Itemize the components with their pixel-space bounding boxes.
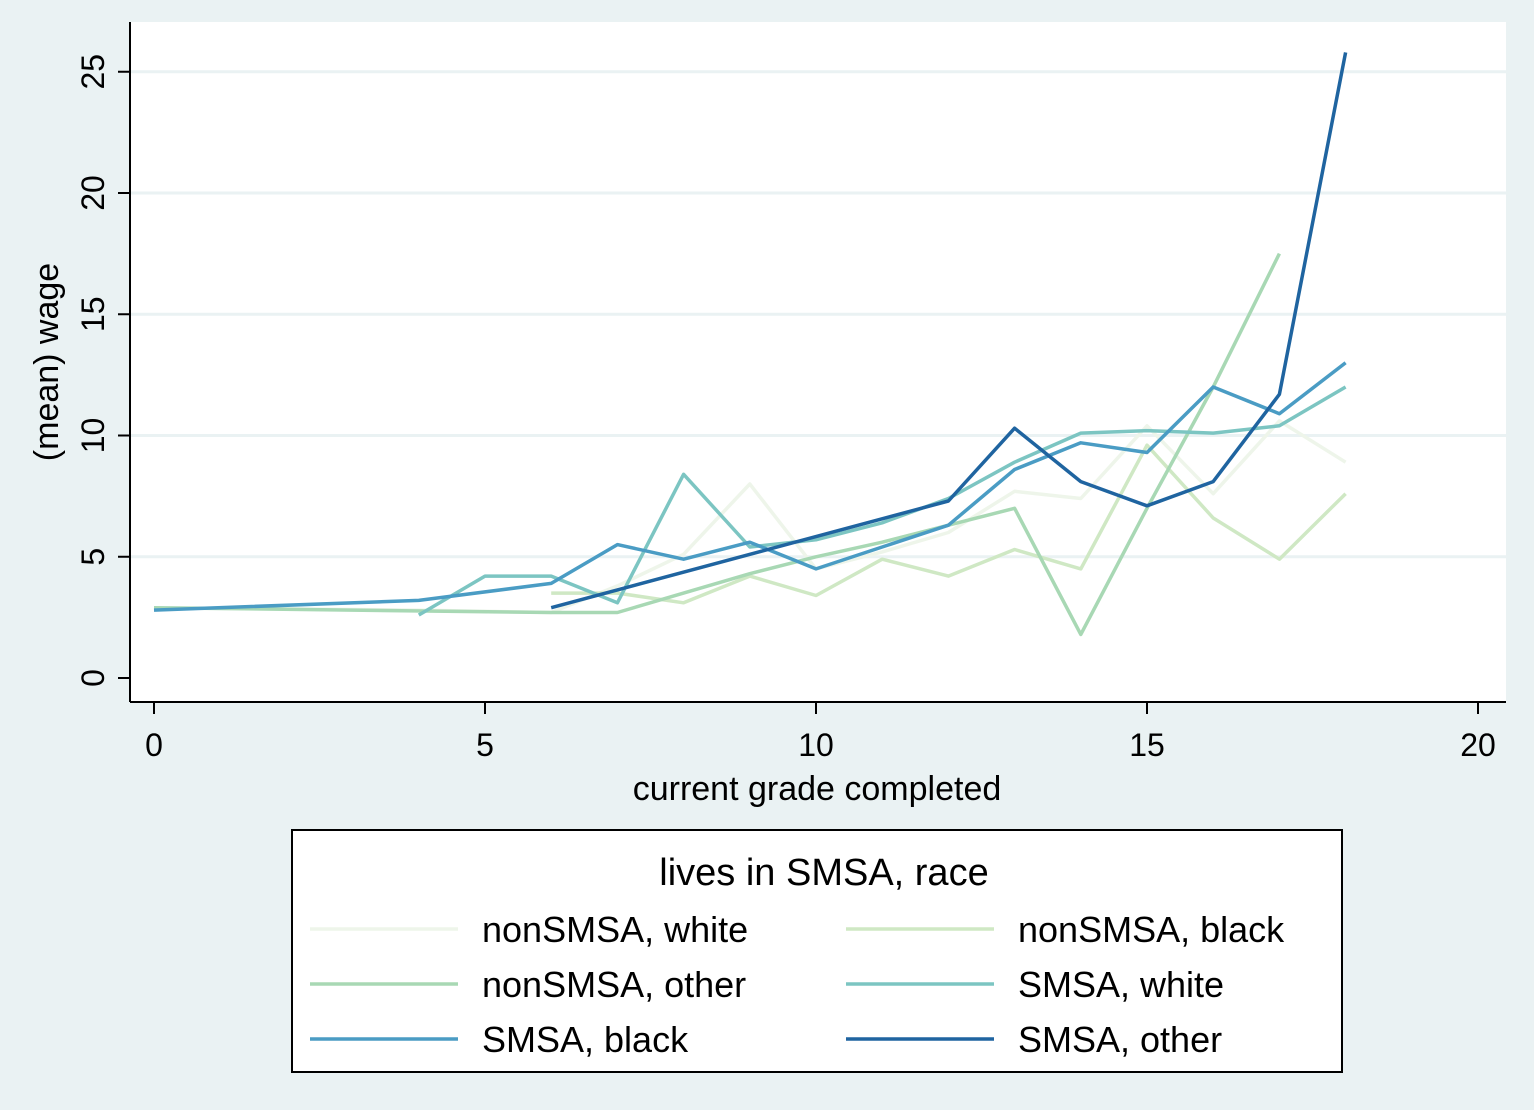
legend-label-1: nonSMSA, black <box>1018 909 1285 950</box>
y-tick-label-25: 25 <box>75 54 111 90</box>
x-tick-label-15: 15 <box>1129 727 1165 763</box>
x-tick-label-10: 10 <box>798 727 834 763</box>
legend-label-5: SMSA, other <box>1018 1019 1222 1060</box>
x-ticks: 0 5 10 15 20 <box>145 702 1496 763</box>
y-tick-label-15: 15 <box>75 296 111 332</box>
series-line-5 <box>550 52 1348 610</box>
series-line-0 <box>153 419 1347 615</box>
series-lines <box>153 52 1348 637</box>
x-tick-label-20: 20 <box>1460 727 1496 763</box>
legend-label-3: SMSA, white <box>1018 964 1224 1005</box>
x-tick-label-5: 5 <box>476 727 494 763</box>
series-line-2 <box>153 252 1281 637</box>
series-line-3 <box>417 385 1347 617</box>
y-tick-label-20: 20 <box>75 175 111 211</box>
y-tick-label-10: 10 <box>75 418 111 454</box>
series-line-1 <box>551 443 1347 605</box>
legend-box <box>291 829 1343 1073</box>
x-tick-label-0: 0 <box>145 727 163 763</box>
y-tick-label-5: 5 <box>75 548 111 566</box>
y-ticks: 0 5 10 15 20 25 <box>75 54 130 687</box>
legend-entries: nonSMSA, white nonSMSA, black nonSMSA, oth… <box>310 909 1285 1060</box>
series-line-4 <box>153 361 1347 612</box>
legend: lives in SMSA, race nonSMSA, white nonSMS… <box>291 829 1343 1073</box>
plot-area <box>130 22 1506 702</box>
legend-label-4: SMSA, black <box>482 1019 689 1060</box>
legend-label-2: nonSMSA, other <box>482 964 746 1005</box>
y-axis-title: (mean) wage <box>28 263 66 461</box>
legend-title: lives in SMSA, race <box>659 852 988 894</box>
y-tick-label-0: 0 <box>75 669 111 687</box>
legend-label-0: nonSMSA, white <box>482 909 748 950</box>
x-axis-title: current grade completed <box>633 770 1002 808</box>
